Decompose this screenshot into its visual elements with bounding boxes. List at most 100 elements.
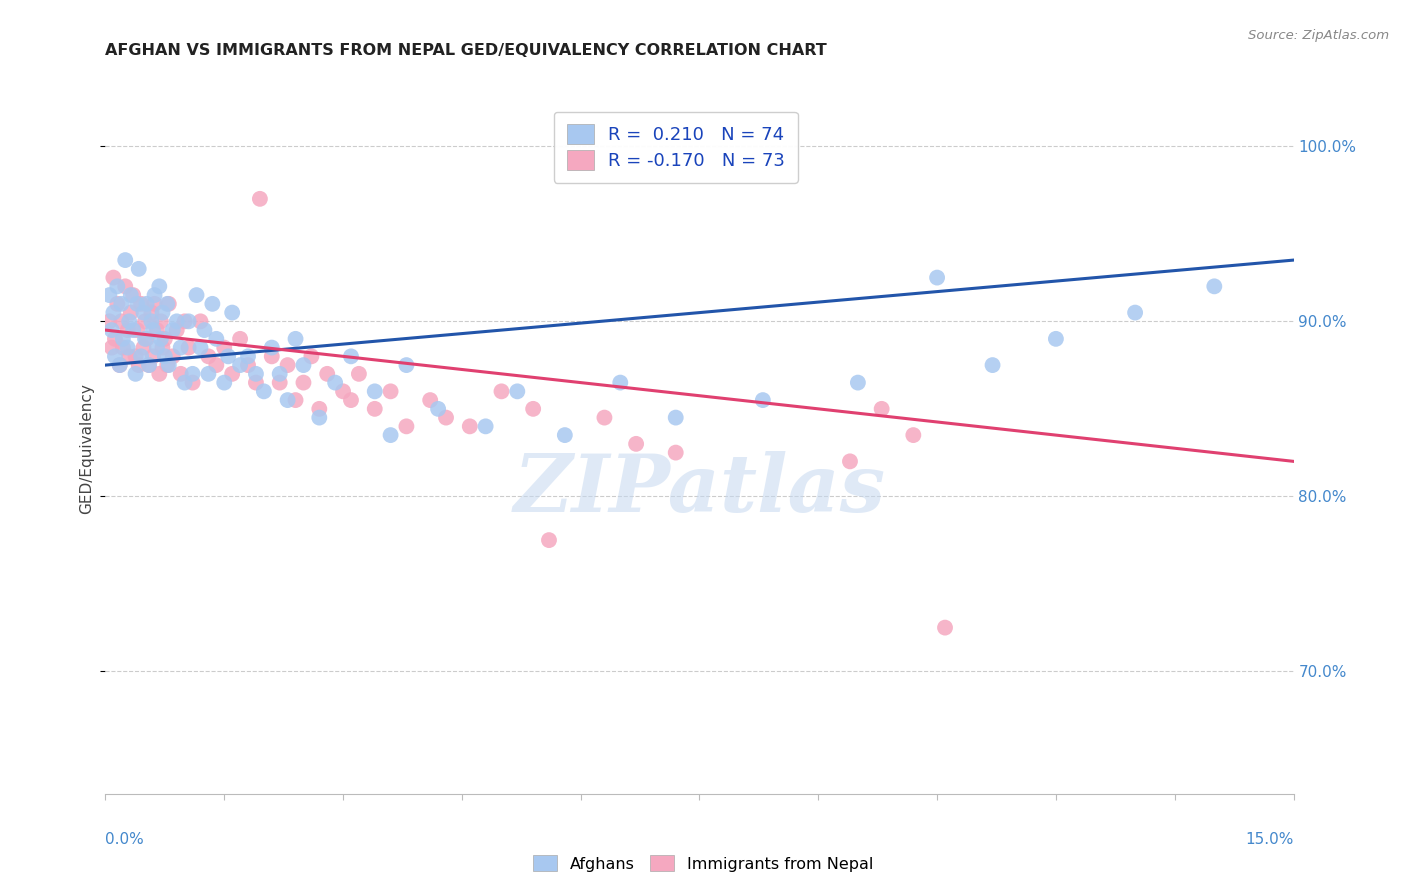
Point bbox=[118, 314, 141, 328]
Point bbox=[245, 367, 267, 381]
Point bbox=[166, 323, 188, 337]
Point bbox=[104, 332, 127, 346]
Point bbox=[128, 261, 150, 276]
Point bbox=[249, 192, 271, 206]
Point bbox=[236, 349, 259, 363]
Point bbox=[152, 305, 174, 319]
Point bbox=[229, 332, 252, 346]
Point bbox=[122, 288, 145, 302]
Point bbox=[149, 332, 172, 346]
Y-axis label: GED/Equivalency: GED/Equivalency bbox=[79, 383, 94, 514]
Point bbox=[135, 332, 157, 346]
Point bbox=[752, 393, 775, 408]
Point bbox=[162, 349, 184, 363]
Point bbox=[522, 401, 544, 416]
Point bbox=[122, 323, 145, 337]
Point bbox=[269, 367, 291, 381]
Point bbox=[458, 419, 481, 434]
Point bbox=[1204, 279, 1226, 293]
Point bbox=[427, 401, 450, 416]
Point bbox=[205, 358, 228, 372]
Point bbox=[395, 419, 418, 434]
Point bbox=[419, 393, 441, 408]
Text: AFGHAN VS IMMIGRANTS FROM NEPAL GED/EQUIVALENCY CORRELATION CHART: AFGHAN VS IMMIGRANTS FROM NEPAL GED/EQUI… bbox=[105, 43, 827, 58]
Point bbox=[506, 384, 529, 399]
Point bbox=[111, 332, 134, 346]
Point bbox=[153, 349, 176, 363]
Point bbox=[101, 323, 124, 337]
Point bbox=[665, 410, 688, 425]
Point bbox=[173, 376, 195, 390]
Point bbox=[181, 367, 204, 381]
Point bbox=[260, 349, 283, 363]
Point bbox=[149, 314, 172, 328]
Point bbox=[624, 437, 647, 451]
Point bbox=[120, 288, 142, 302]
Point bbox=[128, 358, 150, 372]
Point bbox=[114, 279, 136, 293]
Point bbox=[129, 349, 152, 363]
Point bbox=[269, 376, 291, 390]
Point bbox=[537, 533, 560, 548]
Text: 0.0%: 0.0% bbox=[105, 832, 145, 847]
Point bbox=[190, 341, 212, 355]
Point bbox=[927, 270, 949, 285]
Point bbox=[157, 297, 180, 311]
Point bbox=[156, 358, 179, 372]
Point bbox=[839, 454, 862, 468]
Point bbox=[108, 358, 131, 372]
Point bbox=[380, 428, 402, 442]
Point bbox=[120, 305, 142, 319]
Point bbox=[316, 367, 339, 381]
Point bbox=[132, 305, 155, 319]
Point bbox=[108, 358, 131, 372]
Point bbox=[143, 288, 166, 302]
Point bbox=[142, 349, 165, 363]
Point bbox=[134, 332, 156, 346]
Point bbox=[277, 358, 299, 372]
Point bbox=[142, 323, 165, 337]
Point bbox=[110, 297, 132, 311]
Point bbox=[284, 393, 307, 408]
Point bbox=[143, 297, 166, 311]
Point bbox=[340, 393, 363, 408]
Point bbox=[153, 332, 176, 346]
Point bbox=[870, 401, 893, 416]
Point bbox=[981, 358, 1004, 372]
Point bbox=[141, 314, 163, 328]
Point bbox=[103, 270, 125, 285]
Point bbox=[190, 314, 212, 328]
Text: ZIPatlas: ZIPatlas bbox=[513, 451, 886, 528]
Point bbox=[323, 376, 346, 390]
Point bbox=[114, 253, 136, 268]
Point bbox=[98, 288, 121, 302]
Point bbox=[217, 349, 239, 363]
Point bbox=[177, 341, 200, 355]
Point bbox=[903, 428, 925, 442]
Point bbox=[111, 341, 134, 355]
Point bbox=[127, 297, 149, 311]
Point bbox=[292, 376, 315, 390]
Point bbox=[260, 341, 283, 355]
Point bbox=[1045, 332, 1067, 346]
Point bbox=[474, 419, 496, 434]
Point bbox=[118, 349, 141, 363]
Point bbox=[214, 376, 236, 390]
Point bbox=[934, 621, 956, 635]
Point bbox=[201, 297, 224, 311]
Point bbox=[308, 401, 330, 416]
Point bbox=[221, 305, 243, 319]
Point bbox=[181, 376, 204, 390]
Point bbox=[166, 314, 188, 328]
Legend: Afghans, Immigrants from Nepal: Afghans, Immigrants from Nepal bbox=[524, 847, 882, 880]
Point bbox=[491, 384, 513, 399]
Point bbox=[157, 358, 180, 372]
Point bbox=[105, 297, 128, 311]
Point bbox=[214, 341, 236, 355]
Point bbox=[332, 384, 354, 399]
Point bbox=[205, 332, 228, 346]
Point bbox=[148, 279, 170, 293]
Point bbox=[197, 349, 219, 363]
Point bbox=[221, 367, 243, 381]
Point bbox=[609, 376, 631, 390]
